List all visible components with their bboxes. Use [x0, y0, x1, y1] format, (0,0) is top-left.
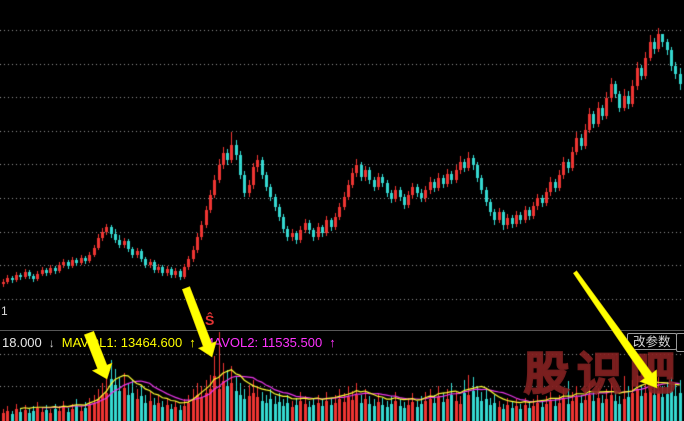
mavol2-up-arrow-icon: ↑ — [329, 335, 336, 350]
change-parameters-button[interactable]: 改参数 — [627, 333, 677, 350]
down-arrow-icon: ↓ — [48, 335, 55, 350]
indicator-status-bar: 18.000 ↓ MAVOL1: 13464.600 ↑ MAVOL2: 115… — [0, 330, 684, 354]
sell-signal-marker: Ŝ — [205, 312, 215, 328]
mavol1-value-label: MAVOL1: 13464.600 — [61, 335, 183, 350]
volume-value-label: 18.000 — [2, 335, 42, 350]
mavol1-up-arrow-icon: ↑ — [189, 335, 196, 350]
left-axis-label: 1 — [1, 304, 8, 318]
partial-clipped-button[interactable] — [676, 333, 684, 352]
mavol2-value-label: MAVOL2: 11535.500 — [202, 335, 323, 350]
